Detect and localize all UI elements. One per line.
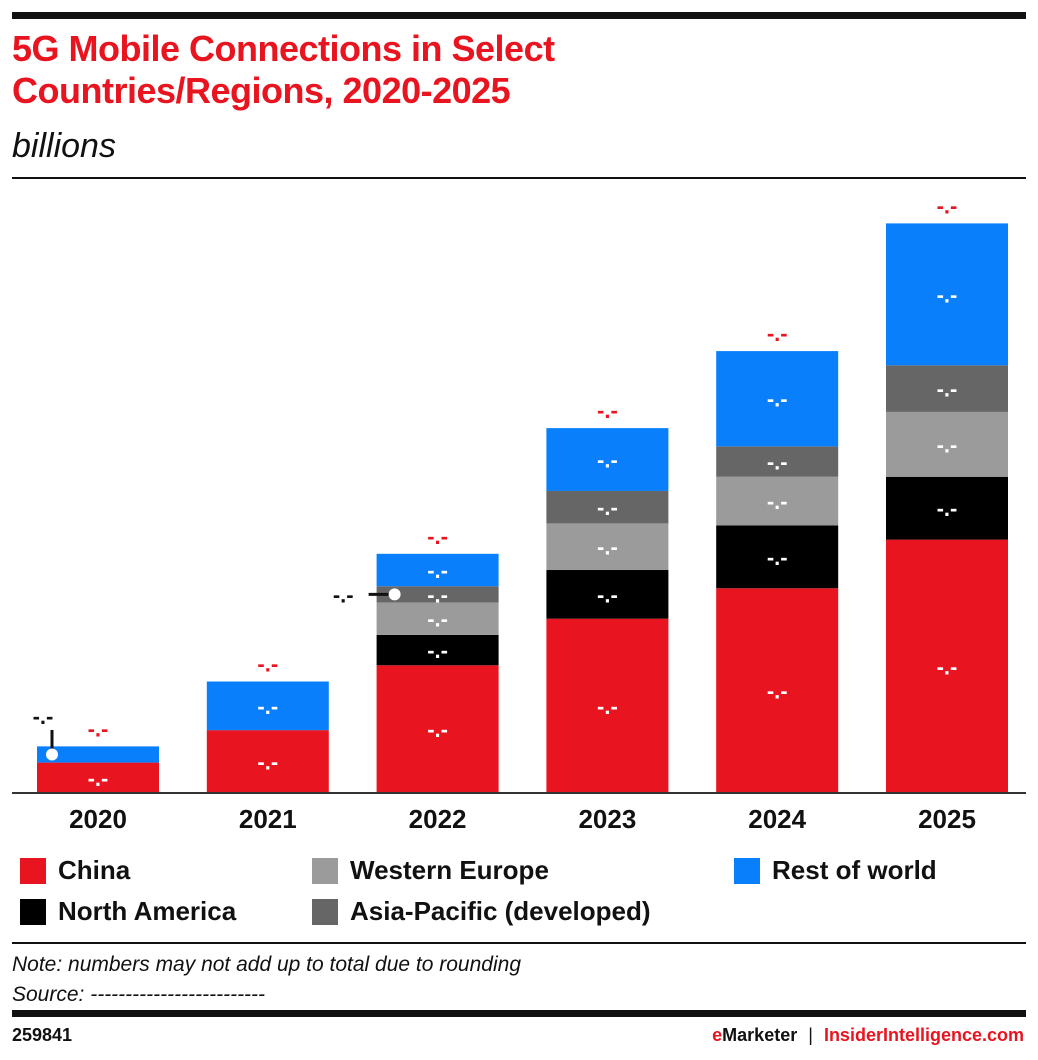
legend-swatch-asia-pacific [312, 898, 338, 925]
legend-china: China [20, 855, 130, 886]
chart-id: 259841 [12, 1025, 73, 1045]
top-rule [12, 12, 1026, 19]
segment-value-label: -.- [597, 448, 618, 473]
total-value-label: -.- [257, 652, 278, 677]
title-line-2: Countries/Regions, 2020-2025 [12, 70, 511, 111]
callout-dot [46, 748, 58, 761]
legend-label: Western Europe [350, 855, 549, 885]
bar-segment-rest-of-world-2021 [206, 681, 329, 731]
bar-segment-china-2023 [546, 618, 669, 793]
bottom-rule [12, 1010, 1026, 1017]
bar-segment-china-2021 [206, 730, 329, 793]
note-text: Note: numbers may not add up to total du… [12, 953, 521, 976]
header-divider [12, 177, 1026, 179]
brand-separator: | [808, 1025, 813, 1045]
bar-segment-china-2024 [716, 588, 839, 793]
legend-asia-pacific: Asia-Pacific (developed) [312, 896, 651, 927]
bar-segment-western-europe-2024 [716, 476, 839, 526]
bar-segment-rest-of-world-2023 [546, 428, 669, 491]
bar-segment-asia-pacific-developed--2022 [376, 586, 499, 603]
bar-segment-rest-of-world-2025 [886, 223, 1008, 366]
brand-footer: eMarketer | InsiderIntelligence.com [712, 1025, 1024, 1045]
segment-value-label: -.- [427, 638, 448, 663]
bar-segment-asia-pacific-developed--2024 [716, 446, 839, 477]
legend-label: Asia-Pacific (developed) [350, 896, 651, 926]
source-text: Source: ------------------------- [12, 983, 266, 1006]
total-value-label: -.- [88, 716, 109, 741]
total-value-label: -.- [597, 398, 618, 423]
bar-segment-rest-of-world-2020 [37, 746, 159, 763]
segment-value-label: -.- [937, 377, 958, 402]
x-tick-label-2023: 2023 [578, 804, 636, 834]
legend-swatch-western-europe [312, 857, 338, 884]
total-value-label: -.- [427, 524, 448, 549]
segment-value-label: -.- [937, 496, 958, 521]
legend-label: North America [58, 896, 237, 926]
segment-value-label: -.- [937, 282, 958, 307]
legend-rest-of-world: Rest of world [734, 855, 937, 886]
total-value-label: -.- [937, 193, 958, 218]
legend-label: China [58, 855, 131, 885]
chart-subtitle: billions [12, 127, 116, 165]
bar-segment-north-america-2023 [546, 570, 669, 619]
footer-divider [12, 942, 1026, 944]
bar-segment-rest-of-world-2022 [376, 553, 499, 587]
legend-western-europe: Western Europe [312, 855, 549, 886]
segment-value-label: -.- [767, 545, 788, 570]
x-tick-label-2021: 2021 [239, 804, 297, 834]
segment-value-label: -.- [597, 495, 618, 520]
x-tick-label-2020: 2020 [69, 804, 127, 834]
segment-value-label: -.- [937, 654, 958, 679]
x-tick-label-2024: 2024 [748, 804, 806, 834]
segment-value-label: -.- [88, 766, 109, 791]
legend-swatch-china [20, 857, 46, 884]
segment-value-label: -.- [767, 387, 788, 412]
segment-value-label: -.- [597, 582, 618, 607]
callout-label: -.- [333, 582, 354, 607]
x-tick-label-2022: 2022 [409, 804, 467, 834]
callout-label: -.- [33, 704, 54, 729]
bar-segment-china-2022 [376, 665, 499, 793]
bar-segment-asia-pacific-developed--2025 [886, 365, 1008, 412]
callout-dot [388, 588, 401, 601]
segment-value-label: -.- [427, 607, 448, 632]
bar-segment-north-america-2025 [886, 476, 1008, 540]
segment-value-label: -.- [767, 489, 788, 514]
segment-value-label: -.- [257, 694, 278, 719]
bar-segment-china-2020 [37, 762, 159, 793]
bar-segment-western-europe-2022 [376, 602, 499, 635]
total-value-label: -.- [767, 321, 788, 346]
brand-emarketer: Marketer [722, 1025, 798, 1045]
title-line-1: 5G Mobile Connections in Select [12, 28, 555, 69]
bar-segment-asia-pacific-developed--2023 [546, 490, 669, 524]
segment-value-label: -.- [767, 450, 788, 475]
brand-site-link[interactable]: InsiderIntelligence.com [823, 1025, 1024, 1045]
bar-segment-western-europe-2023 [546, 523, 669, 571]
segment-value-label: -.- [427, 558, 448, 583]
segment-value-label: -.- [427, 582, 448, 607]
chart-title: 5G Mobile Connections in Select Countrie… [12, 28, 555, 112]
legend-label: Rest of world [772, 855, 937, 885]
bar-segment-china-2025 [886, 539, 1008, 793]
bar-segment-north-america-2024 [716, 525, 839, 589]
segment-value-label: -.- [257, 750, 278, 775]
bar-segment-western-europe-2025 [886, 411, 1008, 477]
segment-value-label: -.- [767, 679, 788, 704]
bar-segment-rest-of-world-2024 [716, 351, 839, 447]
x-tick-label-2025: 2025 [918, 804, 976, 834]
stacked-bar-chart: -.- -.- 2020 -.- -.- -.- 2021 -.- -.- -.- -.- -.- -.… [12, 193, 1026, 834]
bar-segment-north-america-2022 [376, 634, 499, 666]
segment-value-label: -.- [937, 432, 958, 457]
segment-value-label: -.- [597, 535, 618, 560]
legend-swatch-north-america [20, 898, 46, 925]
legend-north-america: North America [20, 896, 236, 927]
segment-value-label: -.- [597, 694, 618, 719]
segment-value-label: -.- [427, 717, 448, 742]
legend-swatch-rest-of-world [734, 857, 760, 884]
